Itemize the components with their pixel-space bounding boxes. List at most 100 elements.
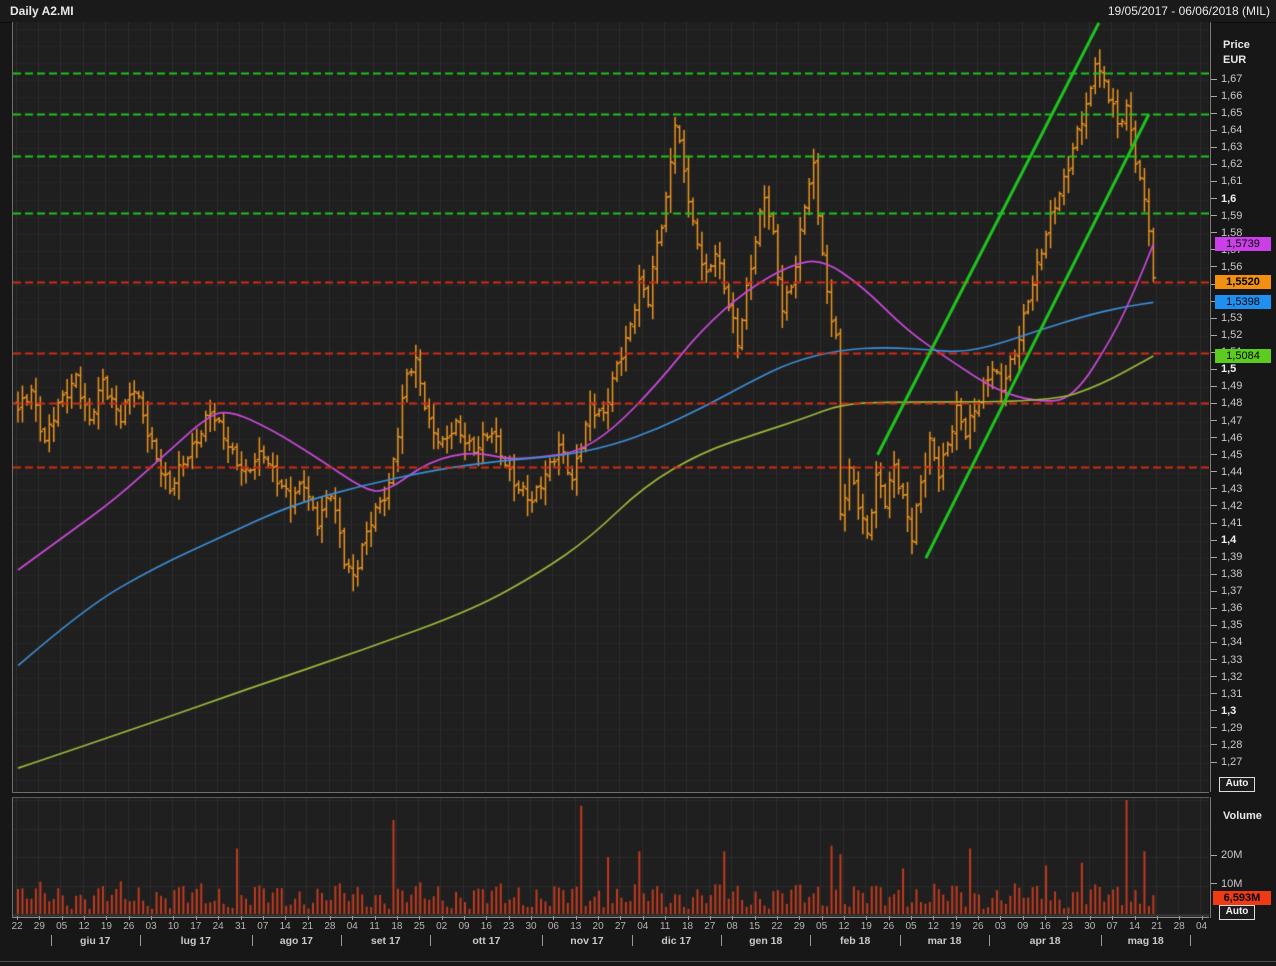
week-tick-mark	[17, 916, 18, 920]
day-label: 18	[681, 921, 694, 932]
price-tick: 1,66	[1211, 90, 1242, 104]
price-tick: 1,61	[1211, 175, 1242, 189]
price-tick: 1,27	[1211, 756, 1242, 770]
tick-mark	[1211, 300, 1217, 302]
price-tick: 1,53	[1211, 312, 1242, 326]
day-label: 21	[301, 921, 314, 932]
price-tick: 1,58	[1211, 227, 1242, 241]
week-tick-mark	[1067, 916, 1069, 920]
tick-mark	[1211, 761, 1217, 763]
tick-mark	[1211, 659, 1217, 661]
month-separator	[810, 935, 812, 946]
day-label: 26	[883, 921, 895, 932]
week-tick-mark	[1134, 916, 1136, 920]
day-label: 09	[458, 921, 470, 932]
day-label: 06	[547, 921, 559, 932]
volume-axis-title: Volume	[1223, 810, 1262, 822]
price-tick: 1,5	[1211, 363, 1236, 377]
price-axis[interactable]: Price EUR 1,67 1,66 1,65 1,64 1,63 1,62 1,61 1,…	[1210, 22, 1276, 792]
tick-mark	[1211, 334, 1217, 336]
tick-mark	[1211, 198, 1217, 200]
day-label: 14	[279, 921, 291, 932]
price-scale-auto-button[interactable]: Auto	[1219, 777, 1255, 792]
tick-mark	[1211, 181, 1217, 183]
week-tick-mark	[1022, 916, 1024, 920]
week-tick-mark	[441, 916, 443, 920]
month-separator	[631, 935, 633, 946]
price-tick: 1,35	[1211, 619, 1242, 633]
week-tick-mark	[396, 916, 398, 920]
tick-mark	[1211, 522, 1217, 524]
tick-mark	[1211, 283, 1217, 285]
tick-mark	[1211, 454, 1217, 456]
week-tick-mark	[978, 916, 980, 920]
day-label: 02	[436, 921, 448, 932]
price-tick: 1,44	[1211, 466, 1242, 480]
month-separator	[430, 935, 432, 946]
day-label: 29	[33, 921, 45, 932]
month-label: ago 17	[279, 935, 314, 947]
tick-mark	[1211, 437, 1217, 439]
month-label: mar 18	[927, 935, 962, 947]
tick-mark	[1211, 624, 1217, 626]
day-label: 26	[972, 921, 984, 932]
tick-mark	[1211, 556, 1217, 558]
week-tick-mark	[888, 916, 890, 920]
day-label: 23	[503, 921, 515, 932]
month-separator	[542, 935, 544, 946]
day-label: 28	[324, 921, 336, 932]
day-label: 07	[1106, 921, 1118, 932]
day-label: 19	[950, 921, 962, 932]
window-bottom-edge	[0, 961, 1276, 962]
volume-tick: 10M	[1211, 878, 1242, 892]
tick-mark	[1211, 249, 1217, 251]
tick-mark	[1211, 368, 1217, 370]
month-label: feb 18	[839, 935, 871, 947]
price-tick: 1,6	[1211, 193, 1236, 207]
month-separator	[251, 935, 253, 946]
day-label: 17	[190, 921, 202, 932]
day-label: 19	[100, 921, 112, 932]
month-label: giu 17	[80, 935, 111, 947]
month-separator	[341, 935, 343, 946]
week-tick-mark	[1201, 916, 1203, 920]
day-label: 30	[525, 921, 537, 932]
price-tick: 1,33	[1211, 654, 1242, 668]
day-label: 26	[123, 921, 135, 932]
price-tick: 1,62	[1211, 158, 1242, 172]
tick-mark	[1211, 317, 1217, 319]
time-axis[interactable]: 22 29 05 12 19 26 giu 17 03 10 17 24 31 lug 17 07 14 21…	[0, 916, 1276, 962]
week-tick-mark	[709, 916, 711, 920]
price-tick: 1,43	[1211, 483, 1242, 497]
month-label: gen 18	[749, 935, 783, 947]
price-tick: 1,56	[1211, 261, 1242, 275]
week-tick-mark	[240, 916, 242, 920]
month-separator	[721, 935, 723, 946]
week-tick-mark	[933, 916, 935, 920]
week-tick-mark	[911, 916, 912, 920]
price-tick: 1,48	[1211, 397, 1242, 411]
week-tick-mark	[687, 916, 689, 920]
week-tick-mark	[486, 916, 488, 920]
week-tick-mark	[776, 916, 778, 920]
volume-axis[interactable]: Volume 20M 10M 6,593M Auto	[1210, 797, 1276, 920]
week-tick-mark	[665, 916, 667, 920]
week-tick-mark	[821, 916, 823, 920]
price-tick: 1,28	[1211, 739, 1242, 753]
month-separator	[899, 935, 901, 946]
volume-scale-auto-button[interactable]: Auto	[1219, 905, 1255, 920]
day-label: 16	[480, 921, 492, 932]
tick-mark	[1211, 676, 1217, 678]
week-tick-mark	[352, 916, 354, 920]
tick-mark	[1211, 403, 1217, 405]
month-label: set 17	[370, 935, 401, 947]
day-label: 13	[570, 921, 582, 932]
tick-mark	[1211, 471, 1217, 473]
price-tick: 1,39	[1211, 551, 1242, 565]
price-tick: 1,45	[1211, 449, 1242, 463]
volume-chart[interactable]	[12, 797, 1209, 918]
day-label: 05	[56, 921, 68, 932]
price-chart[interactable]	[12, 22, 1209, 793]
window-title: Daily A2.MI	[10, 4, 74, 18]
day-label: 31	[234, 921, 247, 932]
